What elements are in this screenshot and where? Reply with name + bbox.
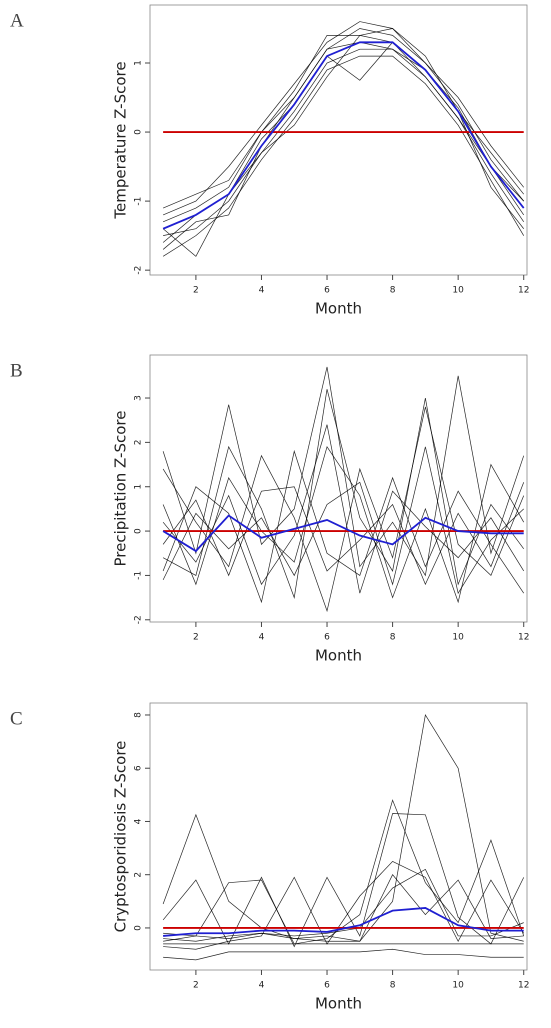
series-line xyxy=(162,449,525,604)
panel-label: C xyxy=(10,708,23,729)
series-line xyxy=(162,41,525,257)
series-line xyxy=(163,907,524,937)
y-tick-label: -2 xyxy=(134,266,144,275)
y-tick-label: 1 xyxy=(134,484,144,490)
series-line xyxy=(163,799,525,945)
plot-frame xyxy=(149,4,528,276)
x-tick-label: 10 xyxy=(452,633,464,643)
y-axis-label: Precipitation Z-Score xyxy=(112,411,130,567)
y-tick-label: 2 xyxy=(134,440,144,446)
y-axis-label: Cryptosporidiosis Z-Score xyxy=(112,741,130,933)
y-tick-label: 0 xyxy=(134,528,144,534)
x-tick-label: 4 xyxy=(259,981,265,991)
series-line xyxy=(162,445,525,604)
series-line xyxy=(162,366,525,577)
y-tick-label: -1 xyxy=(134,197,144,206)
y-tick-label: -1 xyxy=(134,571,144,580)
panel-label: A xyxy=(10,10,24,31)
x-tick-label: 6 xyxy=(324,633,330,643)
series-line xyxy=(163,860,525,950)
x-tick-label: 8 xyxy=(390,286,396,296)
y-tick-label: 0 xyxy=(134,129,144,135)
series-line xyxy=(162,406,525,613)
x-tick-label: 8 xyxy=(390,633,396,643)
series-line xyxy=(162,389,525,599)
series-line xyxy=(162,446,524,595)
x-tick-label: 10 xyxy=(452,286,464,296)
y-axis-label: Temperature Z-Score xyxy=(112,61,130,219)
y-tick-label: 8 xyxy=(134,712,144,718)
series-line xyxy=(163,48,525,236)
x-tick-label: 12 xyxy=(518,981,529,991)
x-tick-label: 10 xyxy=(452,981,464,991)
series-line xyxy=(162,424,525,594)
series-line xyxy=(162,55,525,257)
y-tick-label: -2 xyxy=(134,615,144,624)
x-tick-label: 8 xyxy=(390,981,396,991)
x-tick-label: 12 xyxy=(518,633,529,643)
y-tick-label: 6 xyxy=(134,765,144,771)
x-tick-label: 4 xyxy=(259,286,265,296)
y-tick-label: 3 xyxy=(134,395,144,401)
series-line xyxy=(162,21,524,216)
x-tick-label: 2 xyxy=(193,981,199,991)
x-tick-label: 12 xyxy=(518,286,529,296)
series-line xyxy=(163,874,524,942)
x-tick-label: 6 xyxy=(324,286,330,296)
plot-frame xyxy=(149,354,528,623)
series-line xyxy=(162,28,524,223)
x-axis-label: Month xyxy=(315,647,362,665)
series-line xyxy=(163,948,524,961)
y-tick-label: 0 xyxy=(134,925,144,931)
series-line xyxy=(162,514,524,553)
series-line xyxy=(162,714,524,942)
y-tick-label: 2 xyxy=(134,872,144,878)
series-line xyxy=(162,41,525,230)
series-line xyxy=(162,35,524,209)
series-line xyxy=(162,41,524,250)
x-tick-label: 2 xyxy=(193,286,199,296)
plot-frame xyxy=(149,702,528,971)
x-tick-label: 2 xyxy=(193,633,199,643)
x-axis-label: Month xyxy=(315,300,362,318)
x-tick-label: 4 xyxy=(259,633,265,643)
series-line xyxy=(162,482,525,586)
y-tick-label: 4 xyxy=(134,818,144,824)
panel-label: B xyxy=(10,360,23,381)
y-tick-label: 1 xyxy=(134,60,144,66)
x-tick-label: 6 xyxy=(324,981,330,991)
x-axis-label: Month xyxy=(315,995,362,1013)
series-line xyxy=(163,868,524,939)
